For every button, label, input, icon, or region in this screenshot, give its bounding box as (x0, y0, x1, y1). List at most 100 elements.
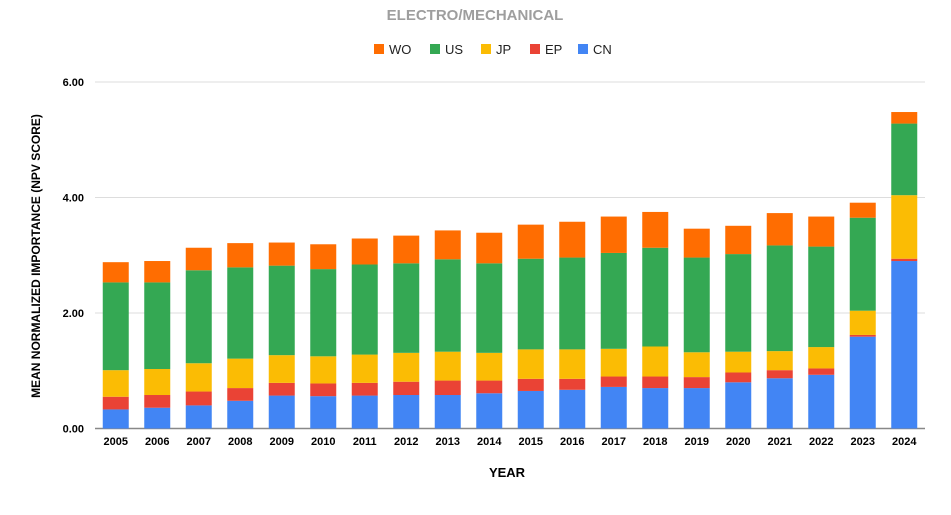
bar-segment-wo-2023 (850, 203, 876, 218)
bar-segment-ep-2020 (725, 372, 751, 382)
y-tick-label: 0.00 (63, 424, 84, 436)
y-axis-label: MEAN NORMALIZED IMPORTANCE (NPV SCORE) (29, 114, 43, 398)
bar-segment-us-2010 (310, 269, 336, 356)
bar-segment-jp-2006 (144, 369, 170, 395)
legend: WOUSJPEPCN (374, 42, 612, 57)
bars (103, 112, 918, 428)
legend-swatch-jp (481, 44, 491, 54)
bar-segment-jp-2011 (352, 355, 378, 383)
y-tick-label: 2.00 (63, 308, 84, 320)
y-tick-label: 6.00 (63, 77, 84, 89)
bar-segment-ep-2015 (518, 379, 544, 391)
bar-segment-ep-2006 (144, 395, 170, 408)
bar-segment-ep-2016 (559, 379, 585, 390)
bar-segment-cn-2013 (435, 395, 461, 428)
x-tick-label: 2016 (560, 436, 584, 448)
bar-segment-jp-2022 (808, 347, 834, 368)
bar-segment-cn-2014 (476, 393, 502, 428)
bar-segment-jp-2008 (227, 359, 253, 388)
bar-segment-ep-2005 (103, 397, 129, 410)
bar-segment-wo-2006 (144, 261, 170, 282)
x-tick-label: 2023 (851, 436, 875, 448)
x-tick-label: 2017 (602, 436, 626, 448)
legend-swatch-cn (578, 44, 588, 54)
bar-segment-cn-2009 (269, 396, 295, 429)
y-tick-label: 4.00 (63, 193, 84, 205)
bar-segment-jp-2010 (310, 356, 336, 383)
x-tick-label: 2013 (436, 436, 460, 448)
bar-segment-us-2009 (269, 266, 295, 356)
x-tick-label: 2009 (270, 436, 294, 448)
bar-segment-ep-2021 (767, 370, 793, 378)
bar-segment-us-2017 (601, 253, 627, 349)
bar-segment-cn-2011 (352, 396, 378, 429)
bar-segment-jp-2005 (103, 370, 129, 397)
bar-segment-ep-2019 (684, 377, 710, 388)
bar-segment-ep-2008 (227, 388, 253, 401)
bar-segment-cn-2016 (559, 390, 585, 429)
bar-segment-cn-2017 (601, 387, 627, 429)
bar-segment-us-2011 (352, 264, 378, 354)
chart-title: ELECTRO/MECHANICAL (387, 7, 564, 24)
x-tick-label: 2021 (768, 436, 792, 448)
bar-segment-wo-2013 (435, 230, 461, 259)
x-tick-label: 2008 (228, 436, 252, 448)
x-tick-label: 2015 (519, 436, 543, 448)
bar-segment-us-2023 (850, 218, 876, 311)
bar-segment-ep-2010 (310, 383, 336, 396)
bar-segment-cn-2005 (103, 409, 129, 428)
x-tick-label: 2022 (809, 436, 833, 448)
bar-segment-us-2014 (476, 263, 502, 353)
bar-segment-jp-2021 (767, 351, 793, 370)
bar-segment-ep-2024 (891, 259, 917, 261)
bar-segment-wo-2012 (393, 236, 419, 264)
bar-segment-wo-2011 (352, 239, 378, 265)
bar-segment-wo-2018 (642, 212, 668, 248)
x-tick-label: 2010 (311, 436, 335, 448)
bar-segment-wo-2017 (601, 217, 627, 253)
bar-segment-jp-2012 (393, 353, 419, 382)
bar-segment-wo-2022 (808, 217, 834, 247)
bar-segment-wo-2024 (891, 112, 917, 124)
x-tick-label: 2020 (726, 436, 750, 448)
x-axis-label: YEAR (489, 465, 526, 480)
legend-label-ep: EP (545, 42, 562, 57)
bar-segment-jp-2014 (476, 353, 502, 381)
bar-segment-cn-2015 (518, 391, 544, 429)
bar-segment-ep-2007 (186, 392, 212, 406)
bar-segment-wo-2019 (684, 229, 710, 258)
bar-segment-us-2012 (393, 263, 419, 353)
x-tick-label: 2019 (685, 436, 709, 448)
bar-segment-ep-2012 (393, 382, 419, 395)
x-axis-ticks: 2005200620072008200920102011201220132014… (104, 436, 918, 448)
bar-segment-cn-2007 (186, 405, 212, 428)
bar-segment-ep-2014 (476, 381, 502, 394)
bar-segment-cn-2020 (725, 382, 751, 428)
y-axis-ticks: 0.00 2.00 4.00 6.00 (63, 77, 84, 436)
bar-segment-wo-2007 (186, 248, 212, 271)
bar-segment-wo-2008 (227, 243, 253, 267)
x-tick-label: 2024 (892, 436, 917, 448)
bar-segment-jp-2018 (642, 346, 668, 376)
bar-segment-cn-2019 (684, 388, 710, 428)
bar-segment-us-2016 (559, 258, 585, 350)
bar-segment-cn-2010 (310, 396, 336, 428)
x-tick-label: 2006 (145, 436, 169, 448)
bar-segment-us-2022 (808, 247, 834, 347)
x-tick-label: 2012 (394, 436, 418, 448)
x-tick-label: 2007 (187, 436, 211, 448)
bar-segment-cn-2022 (808, 375, 834, 429)
bar-segment-wo-2015 (518, 225, 544, 259)
bar-segment-us-2024 (891, 124, 917, 196)
bar-segment-jp-2024 (891, 195, 917, 259)
bar-segment-wo-2016 (559, 222, 585, 258)
bar-segment-jp-2015 (518, 349, 544, 378)
bar-segment-ep-2017 (601, 377, 627, 387)
bar-segment-wo-2014 (476, 233, 502, 264)
bar-segment-ep-2018 (642, 377, 668, 389)
bar-segment-cn-2008 (227, 401, 253, 429)
bar-segment-cn-2024 (891, 261, 917, 428)
bar-segment-wo-2009 (269, 243, 295, 266)
bar-segment-cn-2006 (144, 408, 170, 429)
bar-segment-ep-2011 (352, 383, 378, 396)
